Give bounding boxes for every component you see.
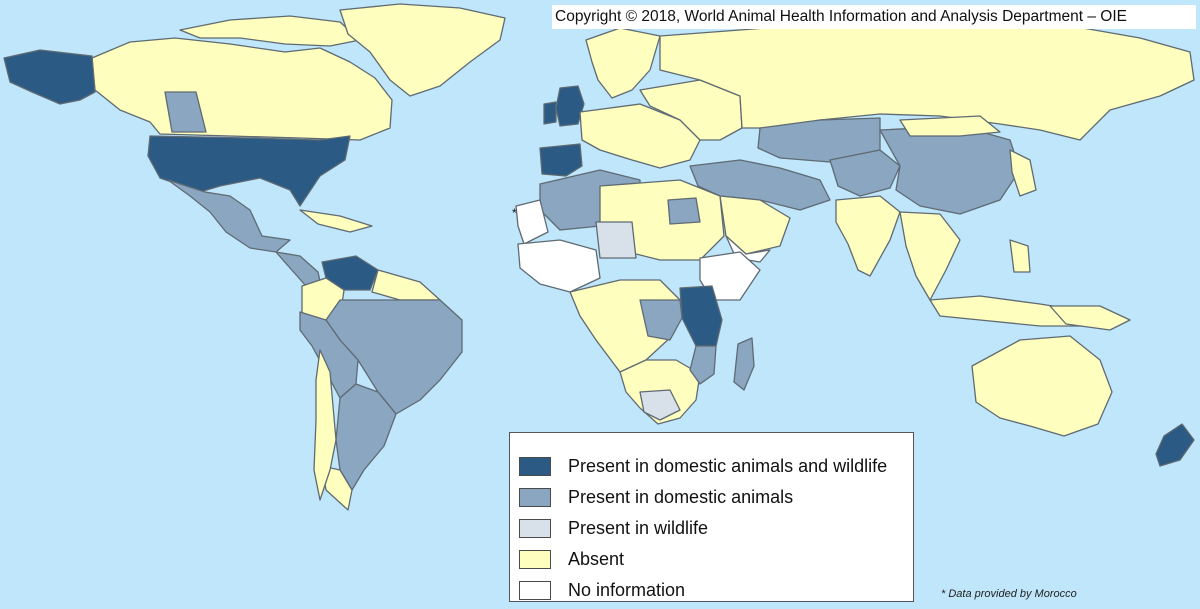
chile — [313, 349, 337, 501]
australia — [971, 335, 1113, 437]
legend-swatch-absent — [519, 550, 551, 569]
madagascar — [733, 337, 755, 391]
legend-label-wildlife: Present in wildlife — [568, 518, 709, 538]
south-africa-wild — [639, 389, 681, 421]
legend: Present in domestic animals and wildlife… — [509, 432, 914, 602]
canada-region — [91, 37, 393, 141]
mexico — [167, 179, 291, 253]
scandinavia — [585, 27, 661, 99]
copyright-notice: Copyright © 2018, World Animal Health In… — [552, 5, 1196, 29]
footnote: * Data provided by Morocco — [941, 588, 1077, 600]
egypt — [667, 197, 701, 225]
legend-swatch-domestic — [519, 488, 551, 507]
alaska — [3, 49, 96, 105]
uk — [555, 85, 585, 127]
iberia — [539, 143, 583, 177]
legend-label-absent: Absent — [568, 549, 625, 569]
morocco-asterisk: * — [512, 206, 517, 220]
legend-item-no-info: No information — [510, 575, 913, 606]
horn-of-africa — [699, 251, 761, 301]
east-central-africa — [639, 299, 683, 341]
legend-label-both: Present in domestic animals and wildlife — [568, 456, 888, 476]
alberta — [164, 91, 207, 133]
western-sahara — [515, 199, 549, 245]
land-masses — [3, 3, 1195, 511]
mozambique — [689, 345, 717, 385]
southeast-asia — [899, 211, 961, 301]
legend-item-wildlife: Present in wildlife — [510, 513, 913, 544]
central-asia — [829, 149, 901, 197]
legend-item-domestic: Present in domestic animals — [510, 482, 913, 513]
legend-swatch-no-info — [519, 581, 551, 600]
west-africa — [517, 239, 601, 293]
china — [879, 125, 1021, 215]
legend-label-domestic: Present in domestic animals — [568, 487, 794, 507]
india — [835, 195, 901, 277]
greenland — [339, 3, 506, 97]
philippines — [1009, 239, 1031, 273]
guianas — [371, 269, 441, 301]
legend-item-absent: Absent — [510, 544, 913, 575]
legend-swatch-wildlife — [519, 519, 551, 538]
western-europe — [579, 103, 701, 169]
legend-label-no-info: No information — [568, 580, 686, 600]
argentina — [335, 383, 397, 491]
legend-item-both: Present in domestic animals and wildlife — [510, 451, 913, 482]
new-zealand — [1155, 423, 1195, 467]
chad-sudan — [595, 221, 637, 259]
ireland — [543, 101, 557, 125]
korea-japan — [1009, 149, 1037, 197]
new-guinea — [1049, 305, 1131, 331]
arctic-islands — [179, 15, 361, 47]
caribbean — [299, 209, 373, 233]
mongolia — [899, 115, 1001, 137]
legend-swatch-both — [519, 457, 551, 476]
usa — [147, 135, 351, 207]
